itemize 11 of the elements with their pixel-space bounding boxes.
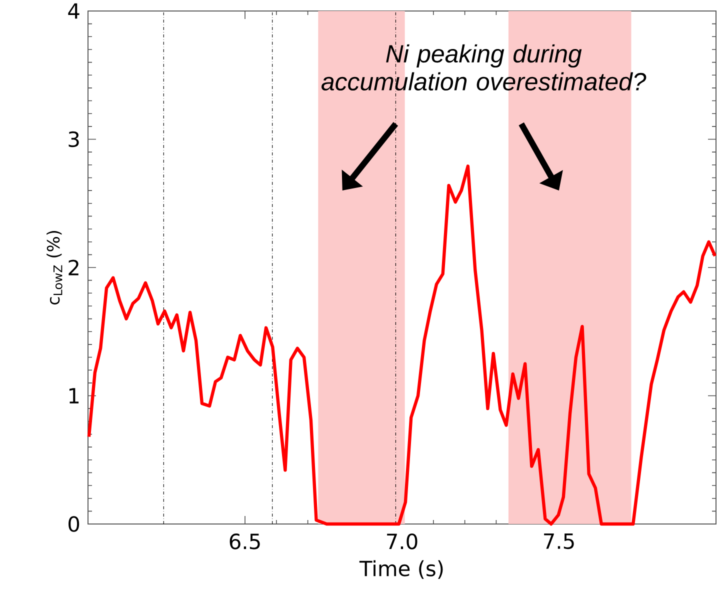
y-tick-label: 1	[69, 388, 79, 404]
y-axis-title: c$_{LowZ}$ (%)	[46, 230, 62, 305]
x-tick-label: 7.5	[544, 534, 574, 550]
y-tick-label: 3	[68, 131, 79, 148]
y-tick-label: 0	[68, 516, 80, 532]
x-tick-label: 7.0	[387, 534, 418, 550]
y-tick-label: 2	[68, 260, 78, 276]
annotation: Ni peaking during accumulation overestimated?	[322, 44, 646, 91]
y-tick-label: 4	[68, 3, 80, 19]
x-tick-label: 6.5	[230, 534, 260, 550]
x-axis-title: Time (s)	[359, 560, 443, 579]
